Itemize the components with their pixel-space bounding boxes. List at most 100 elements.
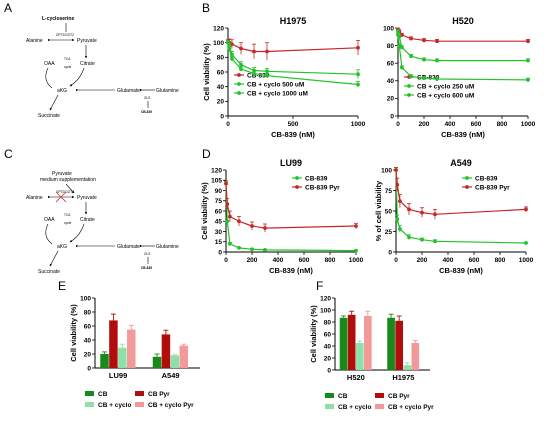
legend-swatch bbox=[85, 402, 94, 407]
data-point bbox=[396, 29, 400, 34]
legend-swatch bbox=[325, 404, 334, 409]
data-point bbox=[226, 40, 230, 45]
data-point bbox=[422, 76, 426, 81]
y-tick-label: 80 bbox=[324, 319, 332, 326]
x-tick-label: 0 bbox=[226, 121, 230, 128]
chart-d-lu99: LU99 0 15 30 45 60 75 90 105 120 Cell viability (%… bbox=[200, 158, 364, 275]
diagram-c-succinate: Succinate bbox=[38, 269, 60, 275]
panel-label-d: D bbox=[202, 147, 211, 161]
y-tick-label: 60 bbox=[387, 61, 395, 68]
data-point bbox=[263, 226, 267, 230]
legend-label: CB + cyclo Pyr bbox=[388, 404, 434, 411]
y-tick-label: 40 bbox=[84, 337, 92, 344]
diagram-a-oaa: OAA bbox=[44, 61, 55, 67]
y-tick-label: 15 bbox=[215, 239, 223, 246]
panel-label-b: B bbox=[202, 1, 210, 15]
data-point bbox=[398, 199, 402, 204]
bar bbox=[355, 343, 364, 370]
data-point bbox=[239, 67, 243, 71]
diagram-a-cycle: cycle bbox=[64, 65, 71, 69]
legend-swatch bbox=[85, 391, 94, 396]
legend-label: CB-839 bbox=[475, 175, 498, 182]
diagram-c-drug: CB-839 bbox=[141, 266, 152, 270]
legend-label: CB-839 bbox=[417, 74, 440, 81]
legend-label: CB + cyclo 500 uM bbox=[247, 81, 304, 88]
x-tick-label: 400 bbox=[443, 257, 454, 264]
data-point bbox=[354, 248, 358, 253]
diagram-a-drug: CB-839 bbox=[141, 110, 152, 114]
data-point bbox=[526, 58, 530, 63]
y-axis-label: Cell viability (%) bbox=[69, 304, 78, 362]
y-tick-label: 80 bbox=[387, 43, 395, 50]
diagram-c-enzyme: GPT2/GOT2 bbox=[56, 190, 74, 194]
y-tick-label: 0 bbox=[87, 365, 91, 372]
legend-swatch-point bbox=[295, 176, 299, 180]
bar bbox=[363, 316, 372, 370]
data-point bbox=[225, 202, 230, 207]
data-point bbox=[239, 62, 243, 67]
legend-label: CB-839 Pyr bbox=[475, 184, 510, 191]
pathway-diagram-a: L-cycloserine Alanine GPT2/GOT2 Pyruvate… bbox=[26, 16, 179, 119]
data-point bbox=[435, 39, 439, 44]
diagram-c-succinate-arrow bbox=[49, 250, 59, 267]
diagram-c-block-b bbox=[55, 191, 67, 203]
data-point bbox=[422, 38, 426, 43]
data-point bbox=[526, 39, 530, 44]
x-tick-label: 1000 bbox=[349, 257, 364, 264]
chart-title: A549 bbox=[450, 158, 472, 168]
diagram-c-oaa-arrow bbox=[45, 223, 53, 245]
diagram-c-glutamate: Glutamate bbox=[117, 244, 140, 250]
data-point bbox=[433, 212, 437, 217]
x-axis-label: CB-839 (nM) bbox=[271, 130, 315, 139]
panel-label-a: A bbox=[4, 1, 12, 15]
bar bbox=[127, 329, 136, 368]
diagram-c-citrate: Citrate bbox=[80, 217, 95, 223]
x-tick-label: 1000 bbox=[521, 121, 536, 128]
legend-label: CB + cyclo bbox=[98, 402, 131, 409]
series-line bbox=[395, 169, 527, 244]
y-axis-label: % of cell viability bbox=[374, 180, 383, 241]
x-tick-label: 500 bbox=[288, 121, 299, 128]
chart-d-a549: A549 0 25 50 75 100 % of cell viability 0 200 400… bbox=[374, 158, 534, 275]
diagram-c-supplement-arrow bbox=[65, 183, 75, 194]
diagram-a-succinate: Succinate bbox=[38, 113, 60, 119]
y-tick-label: 80 bbox=[217, 55, 225, 62]
panel-label-f: F bbox=[316, 279, 323, 293]
legend-label: CB + cyclo Pyr bbox=[148, 402, 194, 409]
legend-swatch-point bbox=[407, 84, 411, 88]
legend-label: CB bbox=[338, 393, 348, 400]
legend-swatch-point bbox=[237, 82, 241, 86]
bar bbox=[118, 347, 127, 368]
legend-label: CB bbox=[98, 391, 108, 398]
data-point bbox=[409, 54, 413, 59]
bar bbox=[347, 314, 356, 370]
legend-swatch-point bbox=[295, 185, 299, 189]
data-point bbox=[433, 239, 437, 244]
y-tick-label: 0 bbox=[388, 249, 392, 256]
bar bbox=[411, 343, 420, 370]
diagram-c-pyruvate: Pyruvate bbox=[77, 195, 97, 201]
y-tick-label: 20 bbox=[217, 99, 225, 106]
chart-b-h1975: H1975 0 20 40 60 80 100 120 Cell viability (%) 0 5… bbox=[202, 16, 366, 139]
legend-swatch-point bbox=[237, 73, 241, 77]
y-tick-label: 40 bbox=[217, 84, 225, 91]
y-tick-label: 80 bbox=[84, 309, 92, 316]
y-tick-label: 60 bbox=[217, 69, 225, 76]
data-point bbox=[435, 58, 439, 63]
data-point bbox=[524, 207, 528, 212]
data-point bbox=[250, 247, 254, 252]
category-label: H1975 bbox=[392, 373, 414, 382]
data-point bbox=[237, 246, 241, 250]
x-tick-label: 1000 bbox=[519, 257, 534, 264]
diagram-c-note1: Pyruvate bbox=[52, 171, 72, 177]
data-point bbox=[394, 168, 398, 172]
data-point bbox=[526, 78, 530, 82]
legend-label: CB-839 bbox=[305, 175, 328, 182]
legend-label: CB-839 Pyr bbox=[305, 184, 340, 191]
data-point bbox=[398, 227, 402, 231]
y-tick-label: 20 bbox=[387, 96, 395, 103]
legend-swatch bbox=[325, 393, 334, 398]
data-point bbox=[228, 214, 232, 219]
